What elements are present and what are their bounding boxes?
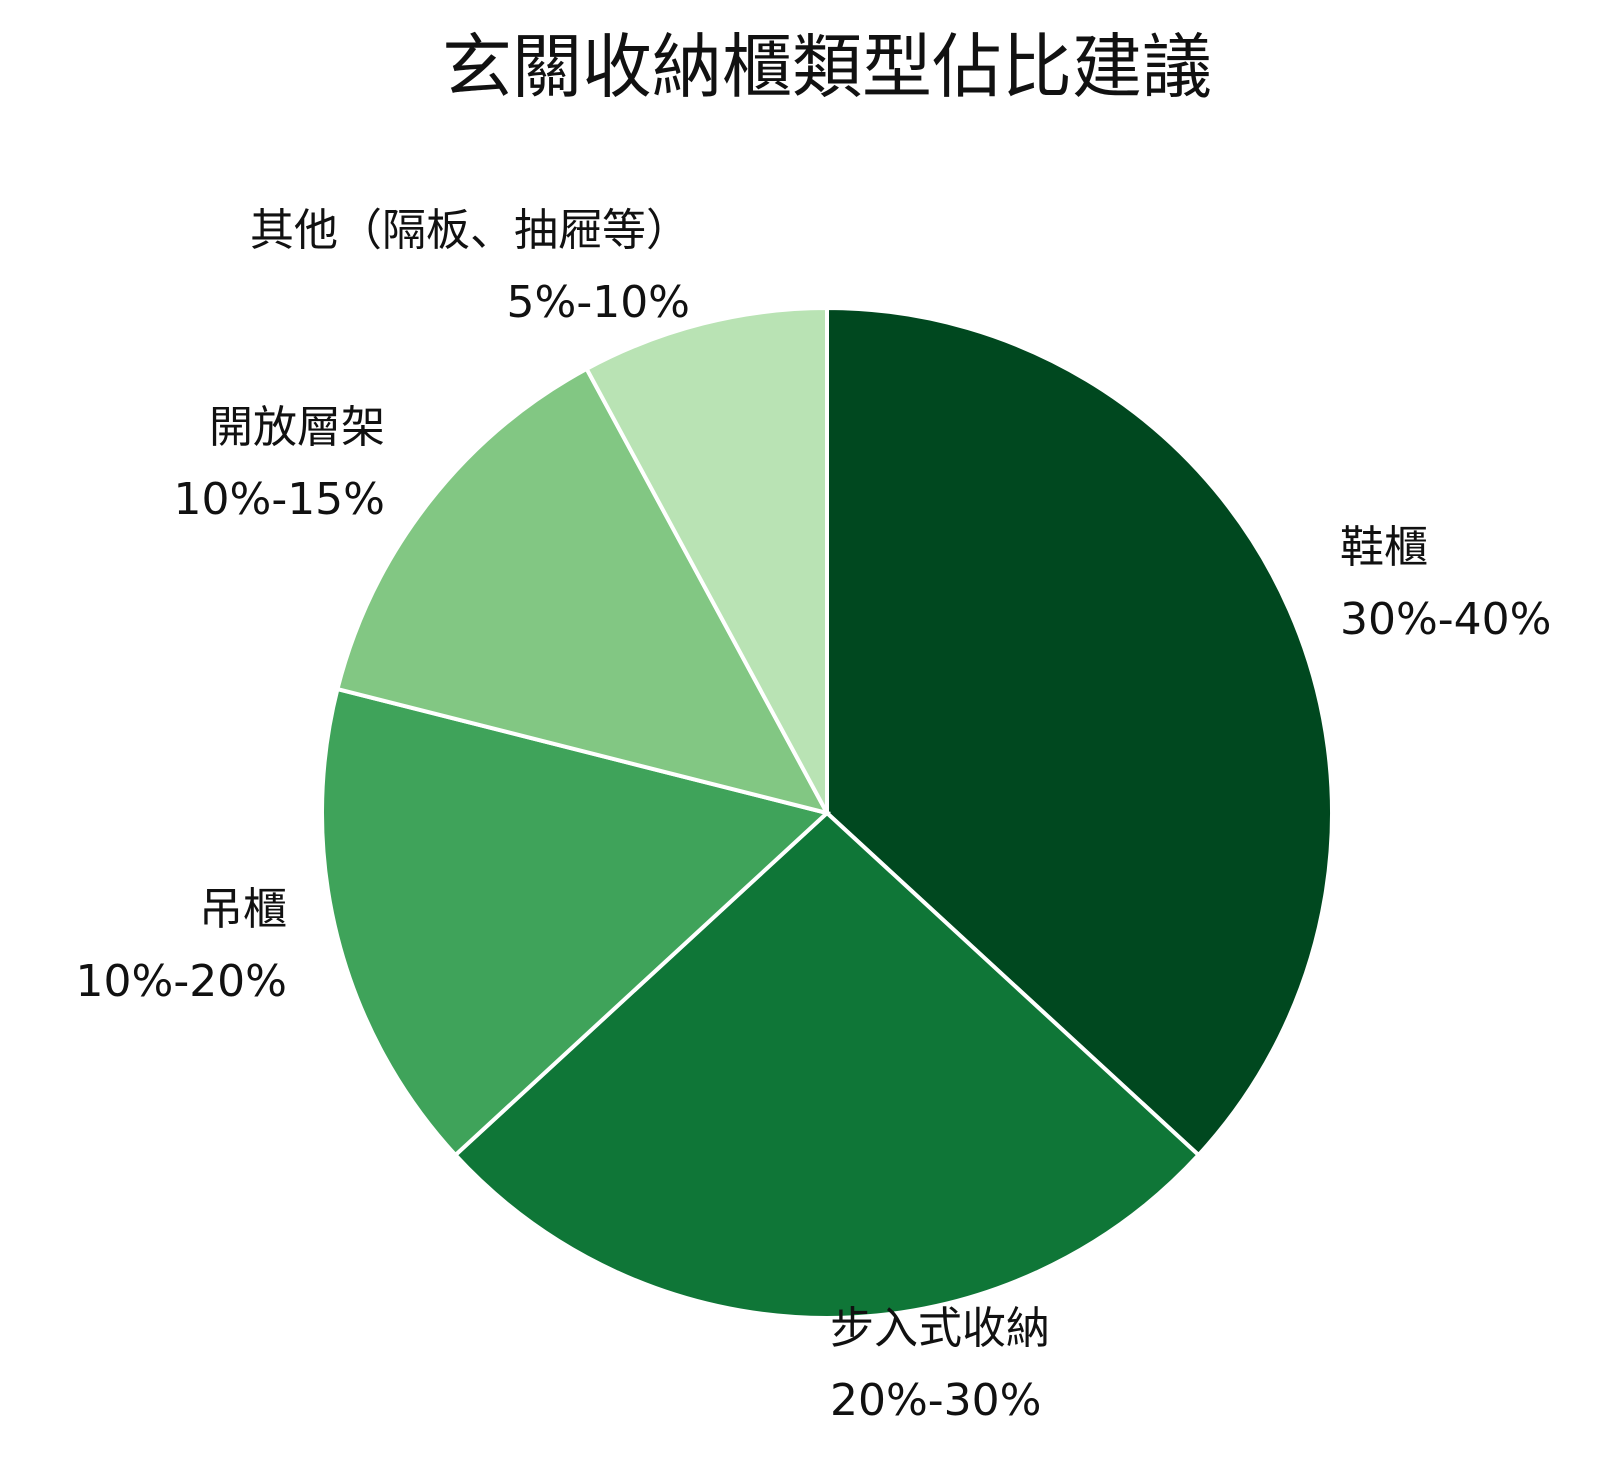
- slice-label: 開放層架: [209, 402, 385, 453]
- slice-value-label: 10%-15%: [174, 474, 385, 525]
- slice-label: 步入式收納: [830, 1303, 1050, 1354]
- slice-value-label: 10%-20%: [76, 956, 287, 1007]
- slice-value-label: 30%-40%: [1340, 594, 1551, 645]
- slice-label: 其他（隔板、抽屜等）: [250, 205, 690, 256]
- pie-slice: [320, 686, 832, 1158]
- slice-value-label: 20%-30%: [830, 1375, 1041, 1426]
- pie-slice: [825, 305, 1334, 1158]
- pie-slice: [452, 810, 1202, 1320]
- slice-label: 吊櫃: [199, 884, 287, 935]
- pie-slice: [583, 305, 829, 814]
- pie-slice: [335, 366, 831, 817]
- chart-title: 玄關收納櫃類型佔比建議: [442, 26, 1212, 108]
- slice-label: 鞋櫃: [1340, 522, 1428, 573]
- slice-value-label: 5%-10%: [507, 277, 690, 328]
